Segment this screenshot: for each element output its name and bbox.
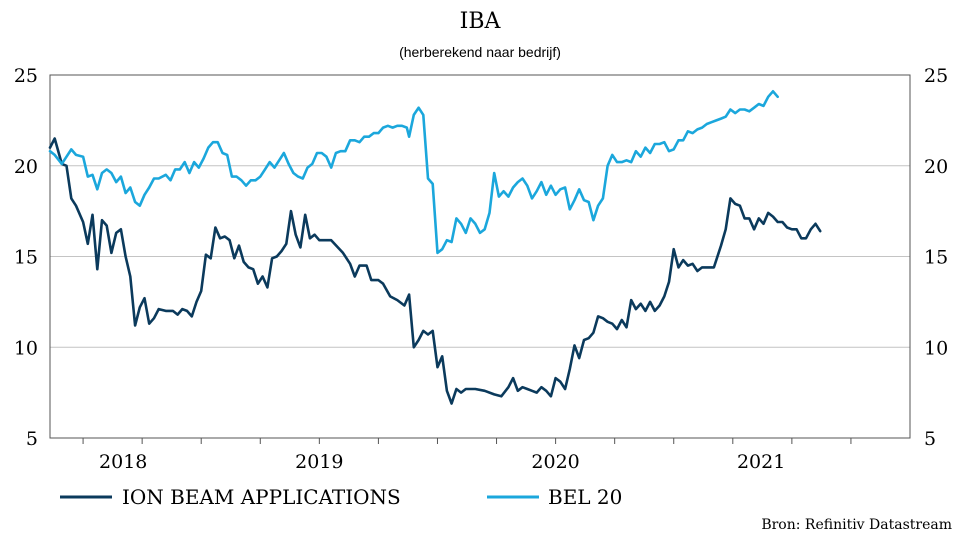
x-axis-ticks: 2018 2019 2020 2021	[82, 438, 852, 473]
y-tick-right-15: 15	[924, 247, 948, 269]
y-tick-left-15: 15	[14, 247, 38, 269]
y-tick-right-10: 10	[924, 337, 948, 359]
y-axis-right-ticks: 5 10 15 20 25	[924, 65, 948, 450]
y-gridlines	[50, 165, 910, 348]
series-line-bel20	[48, 90, 779, 255]
source-note: Bron: Refinitiv Datastream	[761, 517, 952, 533]
y-tick-left-25: 25	[14, 65, 38, 87]
y-tick-right-20: 20	[924, 156, 948, 178]
x-tick-label-2018: 2018	[99, 451, 147, 473]
y-tick-right-25: 25	[924, 65, 948, 87]
plot-area-frame	[49, 74, 911, 439]
series-lines	[48, 90, 822, 405]
y-tick-left-20: 20	[14, 156, 38, 178]
legend-label-iba: ION BEAM APPLICATIONS	[122, 485, 401, 509]
legend-label-bel20: BEL 20	[548, 485, 622, 509]
y-tick-right-5: 5	[924, 428, 936, 450]
chart-title: IBA	[460, 9, 502, 34]
x-tick-label-2021: 2021	[737, 451, 785, 473]
chart-subtitle: (herberekend naar bedrijf)	[399, 44, 561, 60]
y-axis-left-ticks: 5 10 15 20 25	[14, 65, 38, 450]
legend: ION BEAM APPLICATIONS BEL 20	[60, 485, 622, 509]
series-line-iba	[48, 137, 822, 405]
x-tick-label-2019: 2019	[295, 451, 343, 473]
y-tick-left-10: 10	[14, 337, 38, 359]
y-tick-left-5: 5	[26, 428, 38, 450]
x-tick-label-2020: 2020	[531, 451, 579, 473]
